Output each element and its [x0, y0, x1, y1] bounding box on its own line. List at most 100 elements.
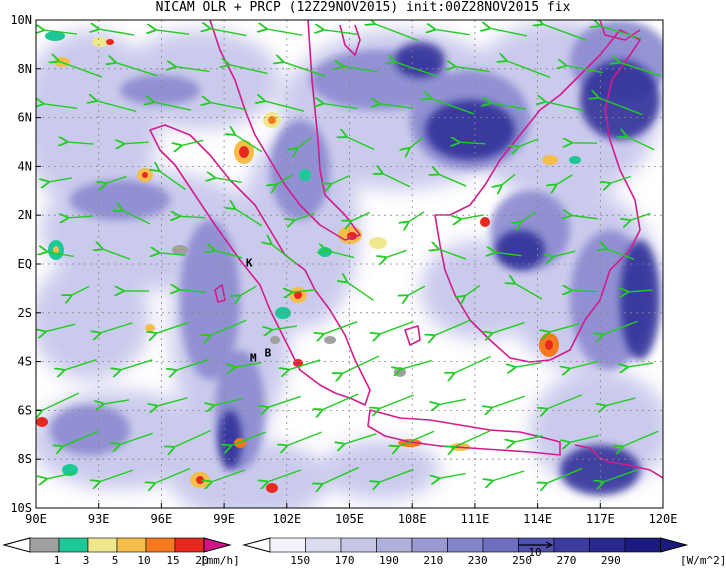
olr-legend-swatch [340, 537, 377, 553]
wind-arrow [341, 355, 380, 374]
wind-arrow [346, 282, 374, 301]
wind-arrow [569, 360, 600, 369]
wind-arrow [409, 136, 424, 148]
wind-arrow [214, 178, 242, 183]
reference-vector-label: 10 [528, 546, 541, 559]
wind-arrow [434, 29, 470, 36]
wind-arrow [501, 173, 516, 185]
lon-tick-label: 102E [272, 512, 301, 526]
wind-arrow [546, 394, 583, 409]
wind-arrow [322, 393, 359, 410]
wind-arrow [271, 244, 298, 265]
wind-arrow [453, 429, 491, 448]
prcp-legend-tick: 10 [137, 554, 150, 567]
reference-vector-head [545, 541, 554, 549]
lon-tick-label: 99E [213, 512, 235, 526]
wind-arrow [326, 250, 355, 259]
lat-tick-label: 8S [18, 452, 32, 466]
wind-arrow [453, 355, 491, 373]
wind-arrow [398, 430, 435, 447]
wind-arrow [286, 431, 322, 446]
olr-legend-unit: [W/m^2] [680, 554, 726, 567]
wind-arrow [627, 362, 654, 367]
wind-arrow [622, 430, 659, 446]
wind-arrow [430, 98, 475, 115]
graticule [36, 20, 663, 508]
olr-legend-upper-arrow [660, 537, 689, 553]
upper-coast [339, 24, 361, 56]
prcp-legend-unit: [mm/h] [200, 554, 240, 567]
wind-arrow [103, 399, 130, 404]
wind-arrow [276, 174, 293, 185]
wind-arrow [599, 25, 642, 40]
wind-arrow [438, 249, 467, 260]
wind-arrow [282, 62, 326, 77]
precipitation-legend: 1 3 5 10 15 20[mm/h] [2, 537, 240, 567]
wind-arrow [234, 208, 263, 227]
wind-arrow [71, 285, 90, 295]
lon-tick-label: 117E [586, 512, 615, 526]
wind-arrow [235, 362, 262, 367]
wind-arrow [494, 252, 522, 255]
olr-legend-tick: 190 [379, 554, 399, 567]
olr-legend-tick: 210 [423, 554, 443, 567]
wind-arrow [408, 211, 425, 223]
map-title: NICAM OLR + PRCP (12Z29NOV2015) init:00Z… [155, 0, 571, 15]
olr-legend-tick: 290 [601, 554, 621, 567]
wind-arrow [378, 394, 414, 409]
wind-arrow [605, 397, 636, 406]
olr-legend-swatch [553, 537, 590, 553]
wind-arrow [214, 250, 243, 259]
wind-arrow [569, 434, 600, 442]
olr-legend-lower-arrow [242, 537, 271, 553]
wind-arrow [67, 216, 93, 218]
wind-arrow [288, 359, 321, 370]
lat-tick-label: 8N [18, 62, 32, 76]
wind-arrow [548, 323, 580, 333]
wind-arrow [155, 30, 190, 35]
lon-tick-label: 93E [88, 512, 110, 526]
wind-arrow [292, 290, 317, 293]
wind-arrow [45, 323, 76, 332]
olr-legend: 150 170 190 210 230 250 270 290 [W/m^2] 10 [242, 537, 726, 567]
wind-arrow [400, 359, 432, 370]
wind-arrow [155, 321, 189, 333]
wind-arrow [379, 468, 414, 482]
lon-tick-label: 111E [460, 512, 489, 526]
longitude-axis: 90E 93E 96E 99E 102E 105E 108E 111E 114E 117E 120E [25, 503, 677, 526]
place-label: B [265, 347, 272, 360]
wind-arrow [266, 29, 303, 36]
wind-arrow [344, 433, 377, 444]
prcp-legend-tick: 5 [112, 554, 119, 567]
wind-arrow [99, 469, 134, 482]
wind-arrow [323, 321, 358, 335]
wind-arrow [374, 24, 419, 42]
lat-tick-label: 4N [18, 159, 32, 173]
wind-arrow [211, 469, 246, 482]
prcp-legend-swatch [116, 537, 147, 553]
lon-tick-label: 105E [335, 512, 364, 526]
wind-arrow [459, 142, 486, 144]
wind-arrow [609, 175, 631, 183]
wind-arrow [175, 358, 209, 370]
wind-arrow [407, 285, 426, 296]
lat-tick-label: 4S [18, 355, 32, 369]
wind-arrow [350, 211, 370, 222]
wind-arrow [382, 173, 411, 188]
place-label: M [250, 352, 257, 365]
wind-arrow [179, 290, 206, 293]
olr-legend-swatch [269, 537, 306, 553]
wind-arrow [119, 432, 154, 444]
olr-legend-swatch [411, 537, 448, 553]
wind-arrow [213, 397, 244, 405]
wind-arrow [239, 285, 257, 296]
wind-arrow [598, 97, 643, 116]
wind-arrow [627, 290, 653, 292]
wind-arrow [98, 29, 135, 36]
wind-arrow [267, 469, 302, 482]
olr-legend-tick: 230 [468, 554, 488, 567]
place-label: K [246, 256, 253, 269]
wind-arrow [122, 210, 151, 225]
wind-arrow [100, 322, 133, 333]
